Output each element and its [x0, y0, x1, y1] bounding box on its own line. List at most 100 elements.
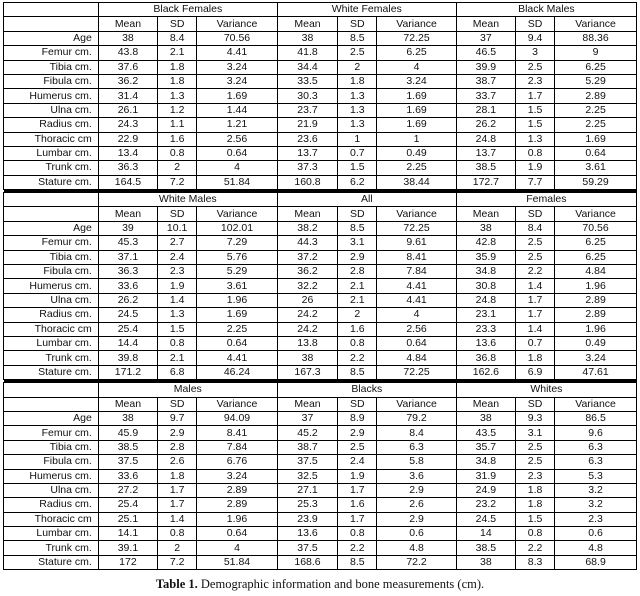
table-cell: 0.64 — [554, 145, 637, 162]
table-cell: 3.24 — [376, 73, 457, 90]
table-cell: 102.01 — [196, 220, 278, 237]
table-cell: 8.41 — [376, 249, 457, 266]
row-label: Femur cm. — [3, 235, 99, 251]
table-row: Fibula cm. 37.5 2.6 6.76 37.5 2.4 5.8 34.8 2.5 6.… — [3, 454, 637, 470]
table-cell: 6.25 — [554, 59, 637, 75]
table-cell: 1.7 — [515, 292, 556, 309]
table-cell: 23.7 — [276, 102, 339, 119]
table-cell: 3.61 — [554, 160, 637, 176]
table-row: Ulna cm. 27.2 1.7 2.89 27.1 1.7 2.9 24.9 1.8 3.2 — [3, 482, 637, 499]
row-label: Fibula cm. — [3, 454, 99, 470]
table-cell: 0.7 — [515, 335, 556, 352]
table-cell: 13.6 — [455, 335, 517, 352]
table-cell: 6.2 — [337, 174, 378, 191]
table-cell: 2.6 — [376, 497, 457, 513]
table-cell: 1.8 — [157, 73, 198, 90]
corner-cell — [3, 206, 99, 222]
row-label: Radius cm. — [3, 307, 99, 323]
table-cell: 1.3 — [337, 88, 378, 104]
table-row: Ulna cm. 26.1 1.2 1.44 23.7 1.3 1.69 28.1 1.5 2.2… — [3, 102, 637, 119]
group-header: Blacks — [276, 382, 457, 398]
table-cell: 2.5 — [515, 454, 556, 470]
table-cell: 9.4 — [515, 30, 556, 47]
table-cell: 42.8 — [455, 235, 517, 251]
group-header: Black Females — [97, 1, 278, 18]
table-cell: 0.49 — [554, 335, 637, 352]
table-cell: 0.8 — [515, 526, 556, 542]
row-label: Humerus cm. — [3, 88, 99, 104]
table-cell: 5.3 — [554, 468, 637, 484]
table-cell: 1.5 — [515, 511, 556, 528]
table-cell: 2.4 — [157, 249, 198, 266]
table-cell: 168.6 — [276, 554, 339, 571]
column-header: Variance — [376, 16, 457, 32]
row-label: Ulna cm. — [3, 102, 99, 119]
table-cell: 28.1 — [455, 102, 517, 119]
table-cell: 0.7 — [337, 145, 378, 162]
table-cell: 36.3 — [97, 264, 159, 280]
table-cell: 0.8 — [157, 335, 198, 352]
table-row: Stature cm. 172 7.2 51.84 168.6 8.5 72.2 38 8.3 6… — [3, 554, 637, 571]
table-cell: 37 — [276, 410, 339, 427]
table-cell: 13.6 — [276, 526, 339, 542]
table-cell: 38 — [276, 350, 339, 366]
table-cell: 36.2 — [97, 73, 159, 90]
table-cell: 51.84 — [196, 554, 278, 571]
caption-label: Table 1. — [155, 577, 198, 591]
table-cell: 38.7 — [455, 73, 517, 90]
table-row: Trunk cm. 39.8 2.1 4.41 38 2.2 4.84 36.8 1.8 3.24 — [3, 350, 637, 366]
table-cell: 4.41 — [376, 278, 457, 294]
column-header: Mean — [97, 206, 159, 222]
table-cell: 1.7 — [157, 482, 198, 499]
row-label: Trunk cm. — [3, 160, 99, 176]
table-cell: 0.8 — [157, 526, 198, 542]
group-header-row: Black Females White Females Black Males — [3, 1, 638, 18]
table-cell: 7.2 — [157, 174, 198, 191]
table-cell: 1.69 — [376, 102, 457, 119]
column-header: Mean — [276, 16, 339, 32]
column-header: Mean — [455, 396, 517, 412]
table-cell: 70.56 — [196, 30, 278, 47]
column-header: Variance — [554, 16, 637, 32]
table-row: Lumbar cm. 14.1 0.8 0.64 13.6 0.8 0.6 14 0.8 0.6 — [3, 526, 637, 542]
table-cell: 25.4 — [97, 321, 159, 337]
row-label: Age — [3, 410, 99, 427]
table-cell: 1.4 — [515, 321, 556, 337]
table-cell: 2.89 — [554, 292, 637, 309]
table-cell: 1.3 — [337, 102, 378, 119]
table-cell: 30.8 — [455, 278, 517, 294]
table-cell: 2.2 — [337, 350, 378, 366]
table-cell: 44.3 — [276, 235, 339, 251]
table-cell: 46.5 — [455, 45, 517, 61]
row-label: Trunk cm. — [3, 540, 99, 556]
table-cell: 37.1 — [97, 249, 159, 266]
column-header: SD — [337, 16, 378, 32]
row-label: Age — [3, 220, 99, 237]
table-row: Fibula cm. 36.3 2.3 5.29 36.2 2.8 7.84 34.8 2.2 4… — [3, 264, 637, 280]
column-header: Mean — [276, 396, 339, 412]
table-cell: 2.9 — [337, 249, 378, 266]
column-header: Variance — [376, 396, 457, 412]
table-cell: 2 — [337, 307, 378, 323]
table-cell: 1.8 — [337, 73, 378, 90]
table-row: Age 39 10.1 102.01 38.2 8.5 72.25 38 8.4 70.56 — [3, 220, 637, 237]
table-cell: 8.9 — [337, 410, 378, 427]
table-cell: 13.7 — [455, 145, 517, 162]
column-header: Variance — [196, 206, 278, 222]
table-cell: 2.5 — [515, 439, 556, 456]
table-cell: 1.9 — [337, 468, 378, 484]
column-header: Variance — [196, 396, 278, 412]
table-cell: 72.2 — [376, 554, 457, 571]
table-cell: 34.8 — [455, 454, 517, 470]
table-cell: 1.3 — [337, 117, 378, 133]
table-cell: 2.3 — [157, 264, 198, 280]
table-row: Radius cm. 24.3 1.1 1.21 21.9 1.3 1.69 26.2 1.5 2… — [3, 117, 637, 133]
table-cell: 2.3 — [554, 511, 637, 528]
table-cell: 2.8 — [337, 264, 378, 280]
table-cell: 25.1 — [97, 511, 159, 528]
table-cell: 23.9 — [276, 511, 339, 528]
table-cell: 70.56 — [554, 220, 637, 237]
separator-line — [3, 189, 637, 193]
table-cell: 14 — [455, 526, 517, 542]
column-header-row: Mean SD Variance Mean SD Variance Mean SD Varian… — [3, 206, 637, 222]
